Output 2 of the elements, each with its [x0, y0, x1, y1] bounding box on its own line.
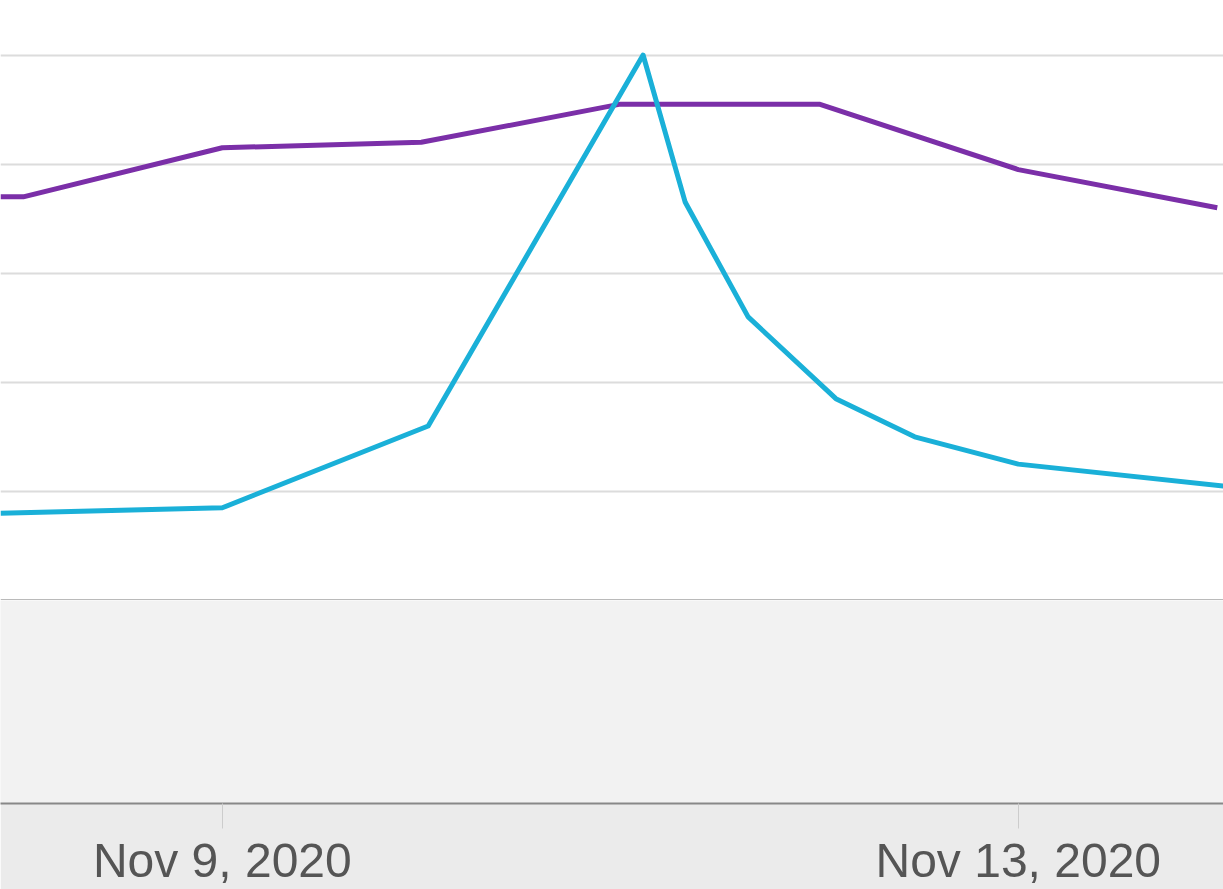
x-tick-label: Nov 13, 2020: [875, 833, 1162, 887]
x-tick-label: Nov 9, 2020: [92, 833, 352, 887]
